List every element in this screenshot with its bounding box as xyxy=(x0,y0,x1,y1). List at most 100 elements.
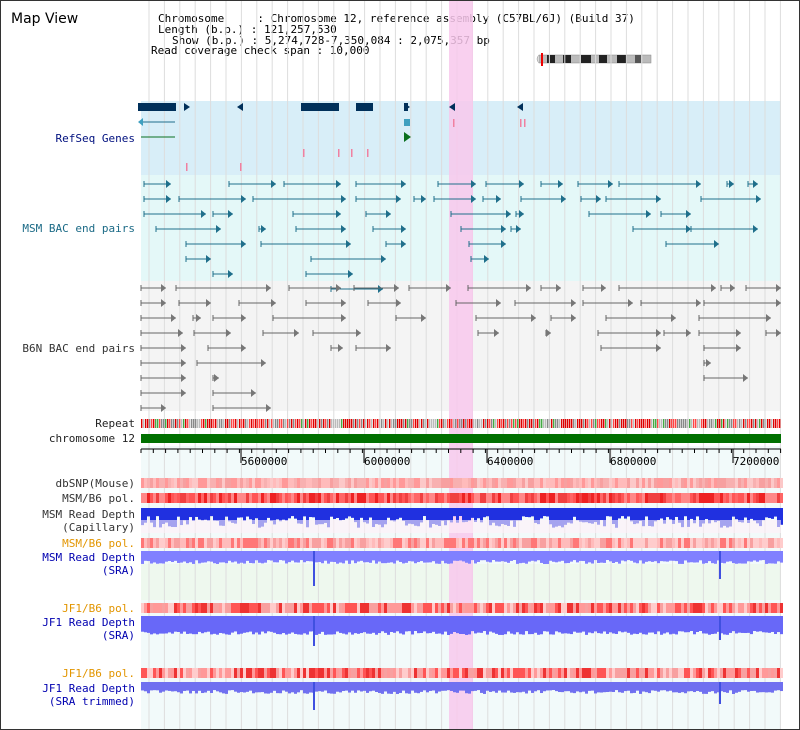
heatmap-cell xyxy=(702,668,705,678)
read-depth-bar xyxy=(627,682,630,691)
heatmap-cell xyxy=(516,478,519,488)
track-label-jf1-read-depth-sra[interactable]: JF1 Read Depth xyxy=(42,616,135,629)
read-depth-bar xyxy=(726,616,729,635)
read-depth-bar xyxy=(534,682,537,692)
track-label-msm-bac[interactable]: MSM BAC end pairs xyxy=(22,222,135,235)
heatmap-cell xyxy=(162,538,165,548)
track-label-jf1-b6-pol[interactable]: JF1/B6 pol. xyxy=(62,602,135,615)
heatmap-cell xyxy=(588,478,591,488)
heatmap-cell xyxy=(492,538,495,548)
read-depth-bar xyxy=(666,508,669,518)
read-depth-bar xyxy=(693,508,696,524)
repeat-mark xyxy=(169,419,171,428)
heatmap-cell xyxy=(279,668,282,678)
read-depth-bar xyxy=(144,508,147,523)
track-label-refseq[interactable]: RefSeq Genes xyxy=(55,132,135,145)
repeat-mark xyxy=(389,419,391,428)
repeat-mark xyxy=(515,419,517,428)
bac-end-pair xyxy=(753,225,758,233)
read-depth-bar xyxy=(564,616,567,634)
heatmap-cell xyxy=(687,478,690,488)
chromosome-ideogram[interactable] xyxy=(533,53,653,67)
repeat-mark xyxy=(675,419,677,428)
heatmap-cell xyxy=(741,603,744,613)
read-depth-bar xyxy=(342,508,345,520)
heatmap-cell xyxy=(516,493,519,503)
read-depth-bar xyxy=(171,616,174,634)
heatmap-cell xyxy=(345,668,348,678)
read-depth-bar xyxy=(489,682,492,692)
repeat-mark xyxy=(333,419,335,428)
heatmap-cell xyxy=(627,538,630,548)
track-label-repeat[interactable]: Repeat xyxy=(95,417,135,430)
heatmap-cell xyxy=(486,603,489,613)
track-label-msm-b6-pol[interactable]: MSM/B6 pol. xyxy=(62,492,135,505)
read-depth-bar xyxy=(318,682,321,692)
heatmap-cell xyxy=(609,603,612,613)
heatmap-cell xyxy=(579,603,582,613)
track-label-msm-b6-pol-sra[interactable]: MSM/B6 pol. xyxy=(62,537,135,550)
track-label-jf1-b6-pol-2[interactable]: JF1/B6 pol. xyxy=(62,667,135,680)
read-depth-bar xyxy=(519,616,522,635)
bac-end-pair xyxy=(261,225,266,233)
heatmap-cell xyxy=(348,478,351,488)
bac-end-pair xyxy=(714,240,719,248)
track-label-b6n-bac[interactable]: B6N BAC end pairs xyxy=(22,342,135,355)
repeat-mark xyxy=(509,419,511,428)
heatmap-cell xyxy=(327,538,330,548)
heatmap-cell xyxy=(585,538,588,548)
refseq-marker xyxy=(338,149,340,157)
read-depth-bar xyxy=(243,551,246,564)
heatmap-cell xyxy=(381,493,384,503)
heatmap-cell xyxy=(672,603,675,613)
heatmap-cell xyxy=(648,603,651,613)
heatmap-cell xyxy=(420,478,423,488)
track-label-dbsnp[interactable]: dbSNP(Mouse) xyxy=(55,477,135,490)
heatmap-cell xyxy=(330,538,333,548)
heatmap-cell xyxy=(336,538,339,548)
track-label-jf1-read-depth-trimmed[interactable]: JF1 Read Depth xyxy=(42,682,135,695)
heatmap-cell xyxy=(354,538,357,548)
repeat-mark xyxy=(451,419,453,428)
read-depth-bar xyxy=(705,508,708,520)
bac-end-pair xyxy=(501,240,506,248)
repeat-mark xyxy=(737,419,739,428)
heatmap-cell xyxy=(510,668,513,678)
read-depth-bar xyxy=(570,508,573,524)
heatmap-cell xyxy=(405,603,408,613)
read-depth-bar xyxy=(234,551,237,562)
heatmap-cell xyxy=(654,603,657,613)
heatmap-cell xyxy=(489,478,492,488)
bac-end-pair xyxy=(338,344,343,352)
bac-end-pair xyxy=(601,284,606,292)
track-label-msm-read-depth-sra[interactable]: MSM Read Depth xyxy=(42,551,135,564)
read-depth-bar xyxy=(225,616,228,635)
heatmap-cell xyxy=(360,603,363,613)
repeat-mark xyxy=(399,419,401,428)
track-label-msm-read-depth-capillary[interactable]: MSM Read Depth xyxy=(42,508,135,521)
read-depth-bar xyxy=(240,616,243,634)
read-depth-bar xyxy=(348,551,351,564)
read-depth-bar xyxy=(768,551,771,564)
heatmap-cell xyxy=(579,538,582,548)
heatmap-cell xyxy=(537,538,540,548)
read-depth-bar xyxy=(162,508,165,525)
read-depth-bar xyxy=(498,508,501,527)
read-depth-bar xyxy=(717,508,720,522)
read-depth-bar xyxy=(462,551,465,562)
heatmap-cell xyxy=(561,603,564,613)
read-depth-bar xyxy=(366,551,369,563)
heatmap-cell xyxy=(465,493,468,503)
read-depth-bar xyxy=(711,682,714,692)
heatmap-cell xyxy=(747,478,750,488)
repeat-mark xyxy=(175,419,177,428)
read-depth-bar xyxy=(390,616,393,632)
read-depth-bar xyxy=(666,551,669,562)
read-depth-bar xyxy=(585,616,588,635)
read-depth-bar xyxy=(462,682,465,691)
heatmap-cell xyxy=(570,493,573,503)
read-depth-bar xyxy=(699,508,702,527)
repeat-mark xyxy=(577,419,579,428)
heatmap-cell xyxy=(435,603,438,613)
